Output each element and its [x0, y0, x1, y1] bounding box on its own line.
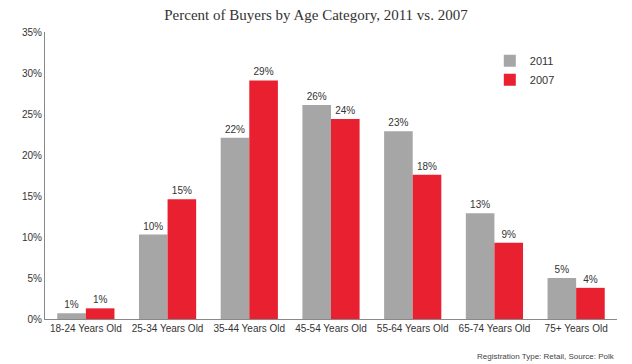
svg-text:1%: 1% [93, 294, 108, 305]
svg-text:1%: 1% [64, 299, 79, 310]
svg-text:35%: 35% [22, 27, 42, 38]
svg-text:15%: 15% [22, 191, 42, 202]
svg-text:15%: 15% [172, 185, 192, 196]
svg-text:Percent of Buyers by Age Categ: Percent of Buyers by Age Category, 2011 … [164, 7, 468, 23]
svg-text:23%: 23% [388, 117, 408, 128]
svg-text:5%: 5% [28, 273, 43, 284]
svg-text:26%: 26% [307, 91, 327, 102]
svg-text:10%: 10% [22, 232, 42, 243]
svg-text:18%: 18% [417, 161, 437, 172]
svg-text:5%: 5% [555, 264, 570, 275]
svg-text:55-64 Years Old: 55-64 Years Old [377, 323, 449, 334]
svg-text:25%: 25% [22, 109, 42, 120]
svg-text:2007: 2007 [530, 74, 554, 86]
svg-text:0%: 0% [28, 314, 43, 325]
svg-text:29%: 29% [254, 66, 274, 77]
svg-text:75+ Years Old: 75+ Years Old [545, 323, 608, 334]
svg-text:4%: 4% [583, 274, 598, 285]
svg-text:10%: 10% [143, 221, 163, 232]
svg-text:Registration Type: Retail, Sou: Registration Type: Retail, Source: Polk [477, 352, 615, 361]
svg-text:9%: 9% [501, 229, 516, 240]
svg-text:24%: 24% [335, 105, 355, 116]
svg-text:2011: 2011 [530, 55, 554, 67]
svg-text:18-24 Years Old: 18-24 Years Old [50, 323, 122, 334]
svg-text:65-74 Years Old: 65-74 Years Old [459, 323, 531, 334]
svg-text:13%: 13% [470, 199, 490, 210]
svg-text:20%: 20% [22, 150, 42, 161]
svg-text:45-54 Years Old: 45-54 Years Old [295, 323, 367, 334]
svg-text:25-34 Years Old: 25-34 Years Old [132, 323, 204, 334]
svg-text:22%: 22% [225, 124, 245, 135]
svg-text:35-44 Years Old: 35-44 Years Old [213, 323, 285, 334]
svg-text:30%: 30% [22, 68, 42, 79]
